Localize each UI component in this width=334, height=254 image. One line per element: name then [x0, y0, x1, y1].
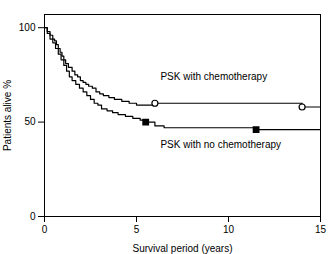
svg-text:10: 10 — [223, 224, 235, 235]
svg-text:5: 5 — [134, 224, 140, 235]
svg-text:Survival period (years): Survival period (years) — [132, 243, 232, 254]
svg-text:50: 50 — [24, 116, 36, 127]
svg-text:PSK with chemotherapy: PSK with chemotherapy — [160, 71, 267, 82]
svg-text:Patients alive %: Patients alive % — [2, 80, 13, 151]
svg-text:100: 100 — [19, 22, 36, 33]
svg-text:PSK with no chemotherapy: PSK with no chemotherapy — [160, 139, 281, 150]
svg-text:0: 0 — [42, 224, 48, 235]
svg-text:15: 15 — [315, 224, 327, 235]
svg-text:0: 0 — [30, 211, 36, 222]
